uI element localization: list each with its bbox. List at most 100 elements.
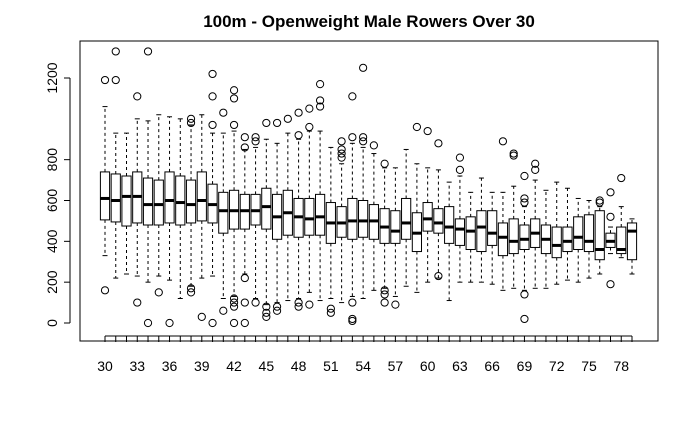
y-tick-label: 1200 xyxy=(44,62,60,93)
outlier-point xyxy=(434,139,443,148)
box-63 xyxy=(454,153,466,283)
outlier-point xyxy=(412,122,421,132)
outlier-point xyxy=(316,102,325,111)
outlier-point xyxy=(595,196,604,205)
box-iqr xyxy=(444,206,455,244)
outlier-point xyxy=(186,118,196,128)
box-36 xyxy=(164,116,175,328)
outlier-point xyxy=(133,92,142,101)
box-iqr xyxy=(422,202,433,232)
x-tick-label: 66 xyxy=(484,358,500,374)
outlier-point xyxy=(348,314,357,324)
boxes-layer xyxy=(99,47,638,328)
box-69 xyxy=(519,171,530,324)
outlier-point xyxy=(262,312,271,321)
box-iqr xyxy=(616,226,627,255)
outlier-point xyxy=(359,137,368,146)
box-58 xyxy=(401,148,412,287)
box-34 xyxy=(142,47,154,328)
outlier-point xyxy=(369,141,378,150)
x-tick-label: 33 xyxy=(129,358,145,374)
x-tick-label: 39 xyxy=(194,358,210,374)
box-56 xyxy=(379,159,390,307)
outlier-point xyxy=(380,159,389,168)
box-64 xyxy=(465,191,476,283)
box-iqr xyxy=(196,171,207,222)
outlier-point xyxy=(229,298,239,307)
outlier-point xyxy=(100,75,110,85)
box-75 xyxy=(583,200,595,279)
outlier-point xyxy=(100,286,110,295)
box-40 xyxy=(207,69,218,328)
plot-frame xyxy=(79,40,659,342)
box-iqr xyxy=(142,177,154,226)
box-iqr xyxy=(476,210,487,253)
outlier-point xyxy=(520,198,529,207)
outlier-point xyxy=(219,306,228,315)
outlier-point xyxy=(251,137,260,146)
y-tick-label: 400 xyxy=(44,229,60,253)
box-iqr xyxy=(508,218,519,255)
box-55 xyxy=(368,141,379,291)
box-61 xyxy=(433,139,444,281)
outlier-point xyxy=(240,298,249,307)
box-iqr xyxy=(99,171,111,221)
box-iqr xyxy=(121,175,132,227)
x-tick-label: 36 xyxy=(162,358,178,374)
x-tick-label: 51 xyxy=(323,358,339,374)
outlier-point xyxy=(283,114,292,123)
outlier-point xyxy=(262,308,271,317)
outlier-point xyxy=(208,120,217,130)
box-42 xyxy=(228,86,240,328)
y-axis: 0 200 400 600 800 1200 xyxy=(44,62,71,327)
outlier-point xyxy=(208,318,217,328)
outlier-point xyxy=(380,298,389,307)
box-iqr xyxy=(583,214,595,253)
outlier-point xyxy=(294,298,303,307)
box-iqr xyxy=(487,210,498,246)
outlier-point xyxy=(272,118,282,128)
box-41 xyxy=(218,108,229,315)
box-32 xyxy=(121,132,132,275)
box-48 xyxy=(293,108,304,311)
box-38 xyxy=(185,114,197,297)
outlier-point xyxy=(391,300,400,309)
outlier-point xyxy=(272,302,282,311)
outlier-point xyxy=(348,92,357,101)
box-iqr xyxy=(594,210,605,261)
box-72 xyxy=(551,181,562,285)
outlier-point xyxy=(229,294,239,303)
outlier-point xyxy=(520,314,529,324)
box-57 xyxy=(390,167,401,309)
box-50 xyxy=(315,80,326,302)
box-44 xyxy=(250,133,261,307)
box-79 xyxy=(626,218,638,275)
outlier-point xyxy=(305,122,314,132)
box-78 xyxy=(616,173,627,259)
outlier-point xyxy=(326,304,335,313)
x-tick-label: 78 xyxy=(613,358,629,374)
box-iqr xyxy=(497,222,509,257)
outlier-point xyxy=(143,318,153,328)
outlier-point xyxy=(595,198,604,207)
outlier-point xyxy=(229,86,239,95)
box-73 xyxy=(562,187,573,281)
box-iqr xyxy=(153,179,164,226)
outlier-point xyxy=(498,137,508,146)
x-tick-label: 63 xyxy=(452,358,468,374)
box-iqr xyxy=(218,191,229,234)
outlier-point xyxy=(423,126,432,136)
outlier-point xyxy=(348,298,357,307)
box-68 xyxy=(508,149,519,289)
box-iqr xyxy=(573,216,584,250)
box-37 xyxy=(175,118,186,299)
outlier-point xyxy=(455,153,465,162)
outlier-point xyxy=(434,271,443,281)
box-71 xyxy=(540,189,552,289)
outlier-point xyxy=(208,92,217,101)
outlier-point xyxy=(111,75,120,85)
outlier-point xyxy=(337,145,346,154)
box-46 xyxy=(271,118,283,315)
box-iqr xyxy=(347,197,358,240)
box-76 xyxy=(594,196,605,275)
